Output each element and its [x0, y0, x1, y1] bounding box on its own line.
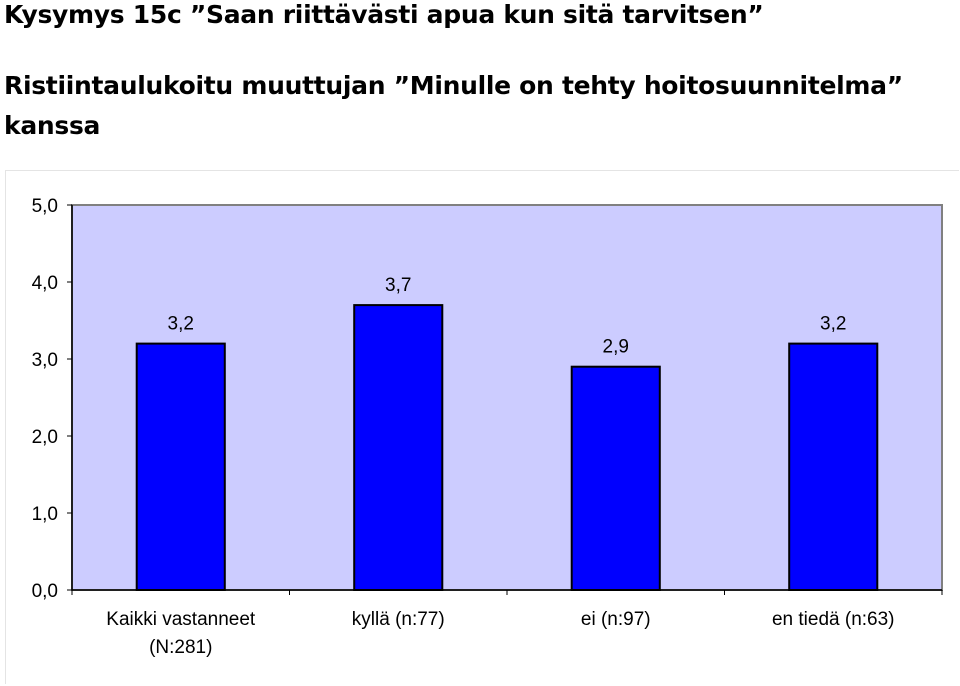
data-label: 3,7 [385, 275, 411, 296]
x-tick-label: en tiedä (n:63) [772, 609, 895, 630]
x-tick-label: kyllä (n:77) [352, 609, 445, 630]
bar [570, 365, 661, 592]
bar [788, 342, 879, 591]
chart-frame [5, 170, 959, 684]
bar [135, 342, 226, 591]
y-tick-label: 1,0 [32, 504, 58, 525]
y-tick-label: 2,0 [32, 427, 58, 448]
x-tick-label: Kaikki vastanneet [106, 609, 256, 630]
y-tick-label: 4,0 [32, 273, 58, 294]
data-label: 3,2 [168, 314, 194, 335]
page-title: Kysymys 15c ”Saan riittävästi apua kun s… [4, 0, 764, 29]
page-subtitle: Ristiintaulukoitu muuttujan ”Minulle on … [4, 71, 903, 140]
y-tick-label: 5,0 [32, 196, 58, 217]
data-label: 2,9 [603, 337, 629, 358]
y-tick-label: 0,0 [32, 581, 58, 602]
bar [353, 304, 444, 591]
y-tick-label: 3,0 [32, 350, 58, 371]
data-label: 3,2 [820, 314, 846, 335]
x-tick-label: ei (n:97) [581, 609, 651, 630]
x-tick-label: (N:281) [149, 637, 212, 658]
